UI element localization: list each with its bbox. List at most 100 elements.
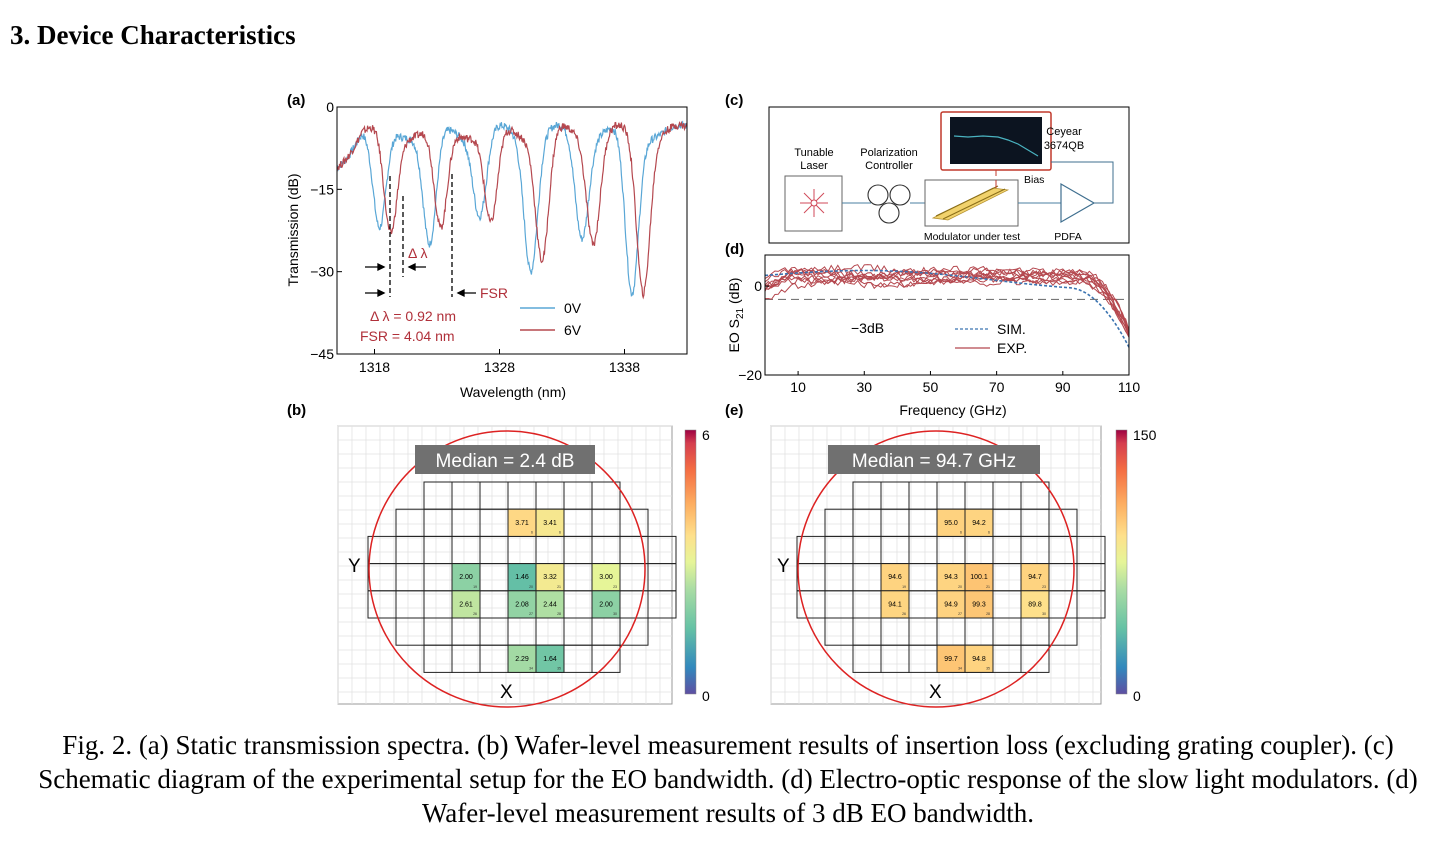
- die-measured: [591, 590, 621, 619]
- axis-ticks: 10 30 50 70 90 110 0 −20: [738, 278, 1140, 395]
- die-measured: [507, 590, 537, 619]
- die-index: 20: [958, 585, 962, 589]
- panel-label-b: (b): [287, 402, 307, 419]
- y-axis-label: Transmission (dB): [285, 173, 301, 286]
- x-tick-label: 110: [1118, 379, 1141, 395]
- y-tick-label: 0: [754, 278, 762, 294]
- die-cell: [619, 617, 649, 646]
- die-index: 23: [613, 585, 617, 589]
- die-value: 2.44: [543, 601, 557, 608]
- die-index: 34: [958, 666, 962, 670]
- eo-bandwidth-wafer-map: 95.0694.2694.61994.320100.12194.72394.12…: [770, 425, 1157, 708]
- die-index: 35: [557, 666, 561, 670]
- panel-label-a: (a): [287, 92, 306, 109]
- die-measured: [964, 590, 994, 619]
- eo-response-curves: [765, 264, 1129, 348]
- die-value: 1.64: [543, 656, 557, 663]
- die-cell: [1048, 617, 1078, 646]
- die-value: 100.1: [970, 574, 988, 581]
- amplifier-icon: [1060, 182, 1096, 224]
- return-line: [1051, 161, 1114, 204]
- die-value: 2.00: [459, 574, 473, 581]
- fsr-label: FSR: [480, 285, 508, 301]
- die-measured: [535, 644, 565, 673]
- die-index: 6: [559, 530, 561, 534]
- legend-label-exp: EXP.: [997, 340, 1027, 356]
- die-value: 99.7: [944, 656, 958, 663]
- y-tick-label: −45: [310, 346, 334, 362]
- modulator-label: Modulator under test: [924, 231, 1020, 243]
- die-measured: [880, 590, 910, 619]
- die-cell: [1076, 590, 1106, 619]
- legend-label-0v: 0V: [564, 300, 582, 316]
- colorbar: [684, 429, 697, 695]
- y-axis-letter: Y: [348, 556, 361, 577]
- instrument-label-line1: Ceyear: [1046, 126, 1082, 138]
- x-tick-label: 70: [989, 379, 1005, 395]
- die-index: 30: [613, 612, 617, 616]
- eo-response-chart: 10 30 50 70 90 110 0 −20 Frequency (GHz) EO S21…: [726, 254, 1140, 418]
- die-measured: [535, 508, 565, 537]
- x-axis-letter: X: [500, 682, 513, 703]
- laser-label-line1: Tunable: [794, 147, 833, 159]
- instrument-label-line2: 3674QB: [1044, 140, 1084, 152]
- colorbar: [1115, 429, 1128, 695]
- exp-curve: [765, 268, 1129, 335]
- die-measured: [507, 563, 537, 592]
- die-value: 94.3: [944, 574, 958, 581]
- die-index: 35: [986, 666, 990, 670]
- median-label: Median = 2.4 dB: [436, 451, 575, 472]
- section-heading: 3. Device Characteristics: [10, 20, 296, 50]
- wafer-grid: 3.7163.4162.00191.46203.32213.00232.6126…: [337, 425, 677, 708]
- legend-label-sim: SIM.: [997, 321, 1026, 337]
- die-value: 94.7: [1028, 574, 1042, 581]
- die-measured: [964, 644, 994, 673]
- colorbar-min: 0: [1133, 688, 1141, 704]
- arrowhead: [377, 262, 386, 272]
- die-index: 21: [557, 585, 561, 589]
- sim-curve: [765, 269, 1129, 348]
- die-index: 19: [902, 585, 906, 589]
- figure-caption: Fig. 2. (a) Static transmission spectra.…: [38, 730, 1418, 828]
- controller-label-line1: Polarization: [860, 147, 917, 159]
- controller-label-line2: Controller: [865, 160, 913, 172]
- die-index: 21: [986, 585, 990, 589]
- delta-lambda-label: Δ λ: [408, 245, 427, 261]
- die-value: 3.00: [599, 574, 613, 581]
- screen-trace: [953, 135, 1039, 157]
- x-tick-label: 1318: [359, 359, 390, 375]
- die-value: 94.9: [944, 601, 958, 608]
- wafer-outline: [368, 430, 646, 708]
- spectra-curves: [337, 120, 687, 300]
- die-value: 3.32: [543, 574, 557, 581]
- die-index: 20: [529, 585, 533, 589]
- y-tick-label: −30: [310, 264, 334, 280]
- die-value: 94.8: [972, 656, 986, 663]
- panel-label-e: (e): [725, 402, 744, 419]
- x-tick-label: 90: [1055, 379, 1071, 395]
- die-value: 89.8: [1028, 601, 1042, 608]
- die-index: 6: [531, 530, 533, 534]
- amplifier-label: PDFA: [1054, 231, 1081, 243]
- axis-ticks: 1318 1328 1338 0 −15 −30 −45: [310, 99, 640, 375]
- die-cell: [1020, 644, 1050, 673]
- die-index: 34: [529, 666, 533, 670]
- plot-frame: [764, 254, 1130, 376]
- die-measured: [936, 508, 966, 537]
- exp-curve: [765, 269, 1129, 334]
- colorbar-min: 0: [702, 688, 710, 704]
- die-index: 27: [529, 612, 533, 616]
- die-index: 28: [986, 612, 990, 616]
- laser-label-line2: Laser: [800, 160, 828, 172]
- experimental-setup-diagram: Ceyear 3674QB Tunable Laser Polarization…: [768, 106, 1130, 244]
- die-index: 6: [960, 530, 962, 534]
- die-cell: [647, 590, 677, 619]
- y-axis-letter: Y: [777, 556, 790, 577]
- die-measured: [964, 508, 994, 537]
- legend: 0V 6V: [520, 300, 582, 338]
- y-axis-label: EO S21 (dB): [726, 278, 746, 353]
- y-tick-label: 0: [326, 99, 334, 115]
- colorbar-max: 150: [1133, 427, 1157, 443]
- arrowhead: [407, 262, 416, 272]
- arrowhead: [456, 288, 465, 298]
